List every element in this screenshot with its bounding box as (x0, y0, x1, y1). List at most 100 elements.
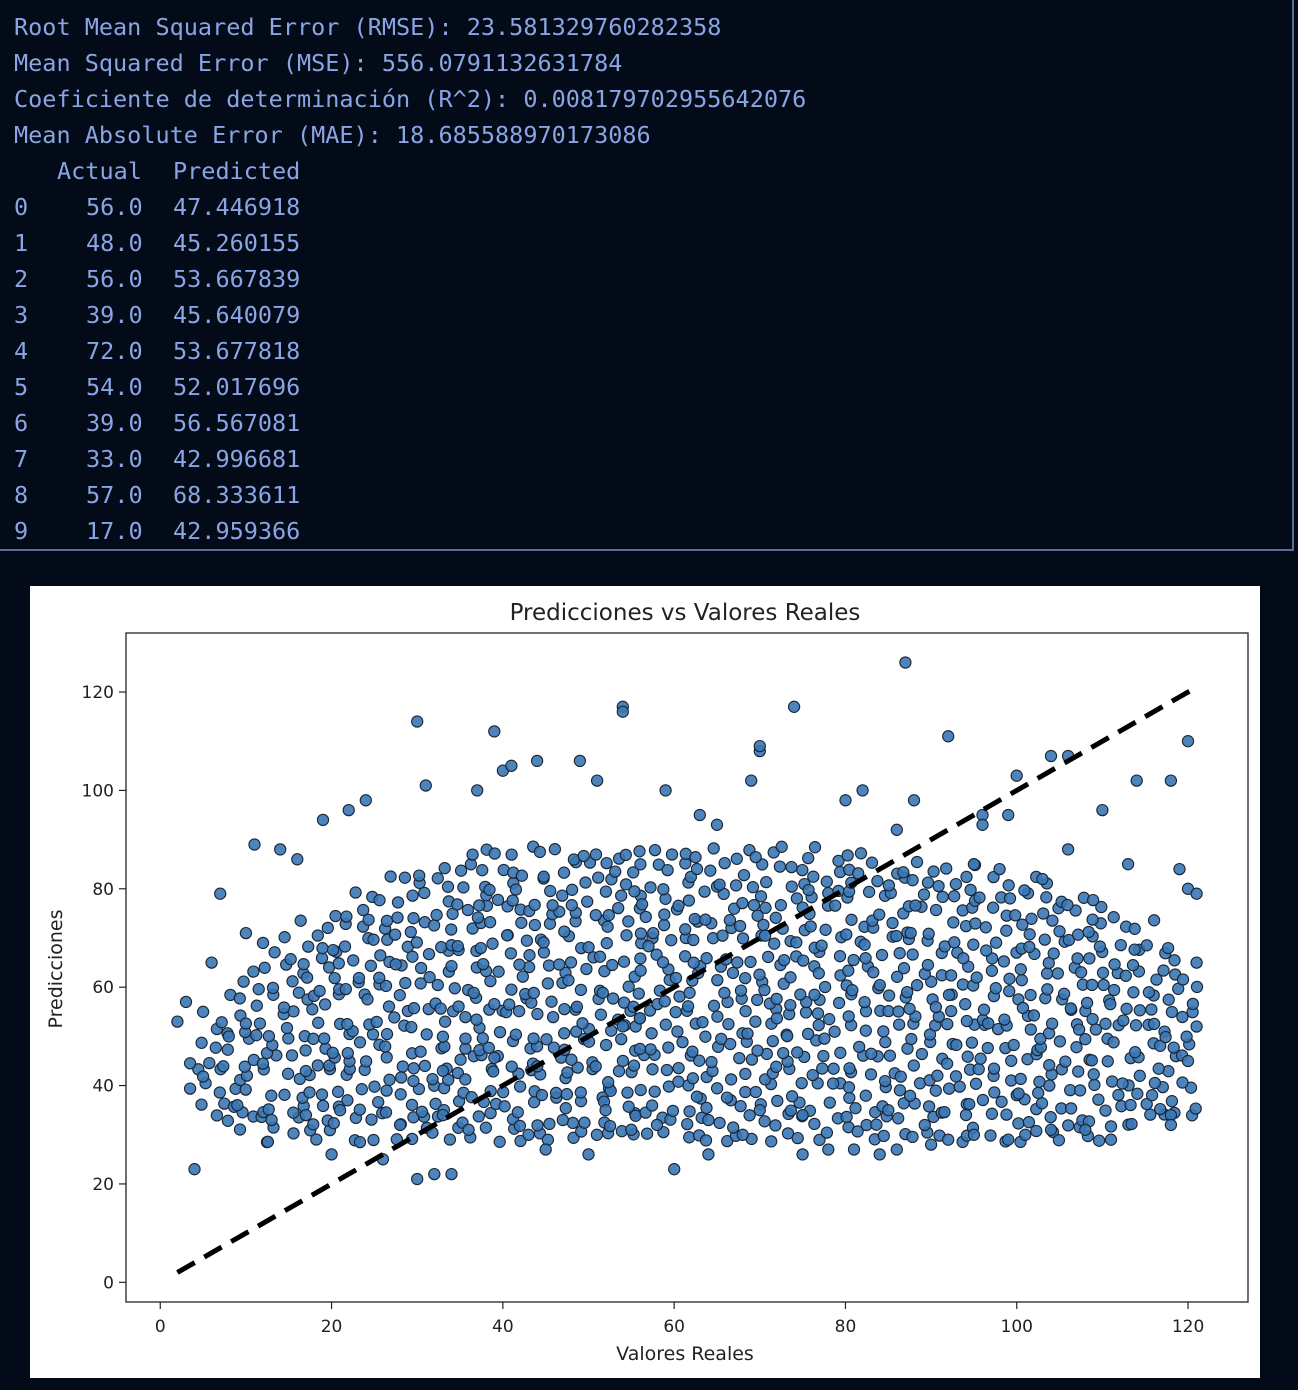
data-point (1099, 1017, 1112, 1030)
data-point (739, 1067, 752, 1081)
data-point (802, 883, 815, 897)
data-point (612, 901, 625, 915)
data-point (1119, 969, 1132, 982)
data-point (1096, 966, 1110, 979)
data-point (258, 961, 271, 974)
data-point (633, 845, 646, 858)
data-point (209, 1041, 222, 1054)
data-point (352, 971, 366, 985)
data-point (901, 985, 914, 999)
data-point (1181, 735, 1195, 748)
data-point (1085, 978, 1099, 992)
y-tick-label: 20 (92, 1175, 114, 1195)
data-point (931, 1069, 944, 1082)
data-point (942, 1082, 956, 1095)
data-point (871, 874, 884, 888)
data-point (558, 1027, 571, 1040)
data-point (1190, 1020, 1203, 1033)
data-point (1127, 986, 1140, 999)
data-point (704, 864, 717, 877)
data-point (1057, 987, 1071, 1000)
data-point (528, 898, 541, 912)
data-point (862, 885, 876, 899)
data-point (326, 1046, 339, 1059)
data-point (634, 964, 647, 977)
data-point (1083, 952, 1096, 965)
data-point (625, 1123, 638, 1136)
data-point (817, 1049, 830, 1063)
row-index: 1 (14, 229, 29, 257)
data-point (593, 950, 607, 963)
data-point (897, 866, 910, 879)
data-point (744, 955, 757, 969)
data-point (535, 1088, 549, 1102)
data-point (734, 984, 748, 997)
data-point (628, 885, 641, 898)
data-point (341, 1018, 354, 1031)
data-point (1148, 1076, 1162, 1090)
data-point (749, 1085, 762, 1099)
data-point (894, 1070, 907, 1083)
data-point (1131, 1087, 1144, 1100)
data-point (564, 956, 578, 969)
row-index: 8 (14, 481, 29, 509)
data-point (842, 1081, 856, 1094)
rmse-line: Root Mean Squared Error (RMSE): 23.58132… (14, 13, 722, 41)
data-point (976, 818, 989, 831)
data-point (813, 1133, 826, 1147)
data-point (993, 862, 1006, 876)
data-point (620, 929, 633, 942)
data-point (1044, 1123, 1058, 1136)
data-point (448, 982, 461, 995)
data-point (605, 1024, 618, 1037)
data-point (768, 937, 781, 950)
data-point (594, 1008, 608, 1021)
data-point (739, 1085, 752, 1099)
data-point (250, 1029, 263, 1042)
data-point (679, 923, 692, 936)
data-point (1147, 1017, 1161, 1031)
data-point (546, 1010, 560, 1024)
data-point (365, 1113, 378, 1126)
data-point (634, 952, 647, 965)
x-tick-label: 40 (492, 1317, 514, 1337)
data-point (1186, 997, 1200, 1011)
data-point (407, 1002, 421, 1015)
data-point (599, 1104, 612, 1117)
data-point (514, 1134, 527, 1148)
data-point (435, 941, 448, 954)
data-point (1120, 1002, 1133, 1015)
data-point (612, 1065, 626, 1078)
data-point (1040, 967, 1054, 980)
data-point (847, 953, 860, 967)
data-point (1040, 891, 1053, 904)
data-point (648, 1085, 661, 1098)
data-point (548, 843, 562, 856)
data-point (941, 1017, 954, 1031)
data-point (843, 1091, 856, 1104)
data-point (247, 965, 260, 978)
data-point (183, 1057, 197, 1070)
data-point (414, 961, 428, 975)
data-point (690, 862, 704, 876)
data-point (833, 950, 847, 963)
data-point (1129, 1019, 1143, 1032)
data-point (1097, 978, 1110, 992)
data-point (890, 1143, 903, 1156)
data-point (959, 998, 972, 1011)
data-point (1190, 887, 1203, 900)
data-point (777, 1046, 790, 1060)
data-point (600, 856, 613, 870)
data-point (832, 854, 845, 868)
data-point (616, 1020, 629, 1033)
data-point (1157, 964, 1170, 977)
data-point (606, 958, 619, 972)
data-point (917, 888, 931, 901)
data-point (287, 1106, 300, 1119)
data-point (847, 1143, 861, 1156)
data-point (233, 992, 246, 1005)
row-index: 7 (14, 445, 29, 473)
data-point (1061, 898, 1074, 912)
data-point (353, 1036, 367, 1049)
data-point (1012, 1087, 1025, 1100)
